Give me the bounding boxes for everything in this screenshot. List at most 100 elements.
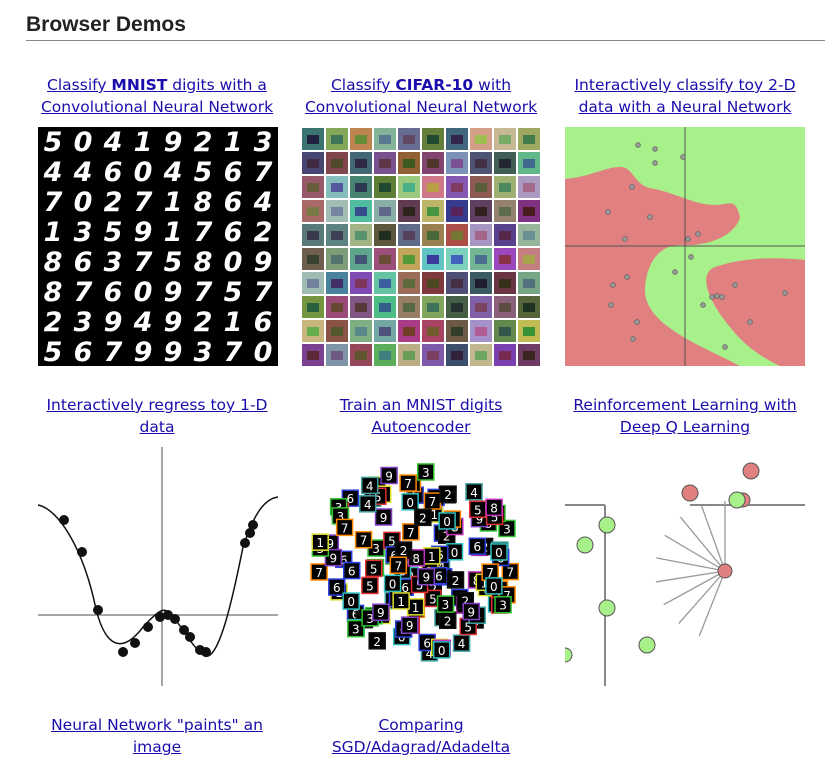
cifar-tile-object — [403, 231, 415, 240]
cifar-tile-object — [331, 351, 343, 360]
cifar-tile-object — [355, 159, 367, 168]
autoencoder-tile — [468, 537, 487, 555]
autoencoder-digit: 7 — [315, 566, 323, 580]
autoencoder-digit: 9 — [385, 469, 393, 483]
demo-link-regress[interactable]: Interactively regress toy 1-D data — [46, 396, 268, 436]
rl-simulation — [565, 462, 805, 686]
autoencoder-digit: 6 — [340, 553, 348, 567]
demo-link-mnist-post: digits with a Convolutional Neural Netwo… — [40, 76, 274, 116]
cifar-tile-object — [379, 135, 391, 144]
autoencoder-tile — [399, 474, 417, 492]
autoencoder-digit: 2 — [373, 635, 381, 649]
autoencoder-digit: 9 — [380, 511, 388, 525]
autoencoder-tile — [347, 619, 365, 638]
cifar-tile-object — [379, 207, 391, 216]
red-region-left — [565, 167, 740, 366]
cifar-tile-object — [475, 207, 487, 216]
autoencoder-digit: 5 — [474, 503, 482, 517]
cifar-tile-object — [403, 207, 415, 216]
mnist-digit: 7 — [134, 247, 153, 278]
autoencoder-digit: 1 — [316, 536, 324, 550]
mnist-digit: 7 — [194, 277, 213, 308]
demo-link-autoencoder[interactable]: Train an MNIST digits Autoencoder — [339, 396, 503, 436]
autoencoder-digit: 9 — [377, 606, 385, 620]
rldqn-thumbnail[interactable] — [565, 447, 805, 686]
sensor-ray — [679, 516, 726, 572]
autoencoder-digit: 5 — [374, 490, 382, 504]
mnist-digit: 6 — [224, 187, 243, 218]
demo-link-toy2d[interactable]: Interactively classify toy 2-D data with… — [574, 76, 796, 116]
cifar-tile-object — [307, 207, 319, 216]
cifar-tile-object — [307, 279, 319, 288]
autoencoder-digit: 3 — [503, 522, 511, 536]
regression-plot — [38, 447, 278, 686]
autoencoder-tile — [368, 632, 386, 650]
demo-link-mnist[interactable]: Classify MNIST digits with a Convolution… — [32, 74, 282, 118]
demo-link-mnist-pre: Classify — [47, 76, 112, 94]
cifar-thumbnail[interactable] — [301, 127, 541, 366]
mnist-digit: 5 — [44, 337, 63, 366]
cifar-tile-object — [379, 351, 391, 360]
cifar-tile-object — [523, 159, 535, 168]
regression-point — [93, 605, 103, 615]
autoencoder-digit: 0 — [389, 577, 397, 591]
demo-link-compare[interactable]: Comparing SGD/Adagrad/Adadelta — [331, 716, 511, 756]
rl-item — [576, 536, 594, 554]
toy2d-point — [647, 214, 653, 220]
toy2d-point — [688, 254, 694, 260]
regress-thumbnail[interactable] — [38, 447, 278, 686]
cifar-tile-object — [379, 231, 391, 240]
autoencoder-digit: 2 — [400, 544, 408, 558]
autoencoder-tile — [490, 543, 508, 561]
mnist-digit: 3 — [74, 217, 93, 248]
autoencoder-thumbnail[interactable]: 4687276287680432741340302626192664730671… — [301, 447, 541, 686]
cifar-tile-object — [523, 351, 535, 360]
mnist-digit: 3 — [254, 127, 273, 158]
cifar-tile-object — [403, 183, 415, 192]
cifar-tile-object — [379, 183, 391, 192]
cifar-tile-object — [475, 279, 487, 288]
rl-item — [742, 462, 760, 480]
mnist-digit: 7 — [74, 277, 93, 308]
demo-link-rldqn[interactable]: Reinforcement Learning with Deep Q Learn… — [573, 396, 797, 436]
autoencoder-digit: 5 — [370, 562, 378, 576]
rl-items — [565, 462, 760, 663]
mnist-digit: 7 — [254, 157, 273, 188]
cifar-tile-object — [379, 159, 391, 168]
mnist-digit: 0 — [74, 127, 93, 158]
toy2d-point — [608, 302, 614, 308]
cifar-tile-object — [355, 255, 367, 264]
demo-link-paint[interactable]: Neural Network "paints" an image — [51, 716, 263, 756]
mnist-digit: 6 — [74, 247, 93, 278]
cifar-tile-object — [451, 207, 463, 216]
autoencoder-digit: 7 — [341, 521, 349, 535]
mnist-digit: 5 — [224, 277, 243, 308]
autoencoder-digit: 3 — [442, 598, 450, 612]
autoencoder-digit: 2 — [461, 595, 469, 609]
autoencoder-digit: 3 — [422, 466, 430, 480]
mnist-digit: 6 — [254, 307, 273, 338]
toy2d-point — [672, 269, 678, 275]
demo-link-mnist-bold: MNIST — [111, 76, 168, 94]
cifar-tile-object — [331, 231, 343, 240]
cifar-tile-object — [355, 327, 367, 336]
autoencoder-digit: 1 — [430, 508, 438, 522]
mnist-digit: 9 — [134, 337, 153, 366]
demo-link-cifar[interactable]: Classify CIFAR-10 with Convolutional Neu… — [296, 74, 546, 118]
demo-link-cifar-bold: CIFAR-10 — [395, 76, 474, 94]
toy2d-point — [680, 154, 686, 160]
cifar-tile-object — [427, 327, 439, 336]
autoencoder-tile — [389, 556, 408, 575]
cifar-tile-object — [307, 327, 319, 336]
mnist-digit: 1 — [164, 187, 183, 218]
autoencoder-tile — [311, 533, 329, 551]
toy2d-point — [709, 294, 715, 300]
cifar-tile-object — [331, 159, 343, 168]
autoencoder-tile — [402, 523, 420, 541]
autoencoder-digit: 0 — [347, 595, 355, 609]
toy2d-thumbnail[interactable] — [565, 127, 805, 366]
cifar-tile-object — [427, 255, 439, 264]
mnist-digit: 4 — [163, 157, 183, 188]
cifar-tile-object — [427, 231, 439, 240]
